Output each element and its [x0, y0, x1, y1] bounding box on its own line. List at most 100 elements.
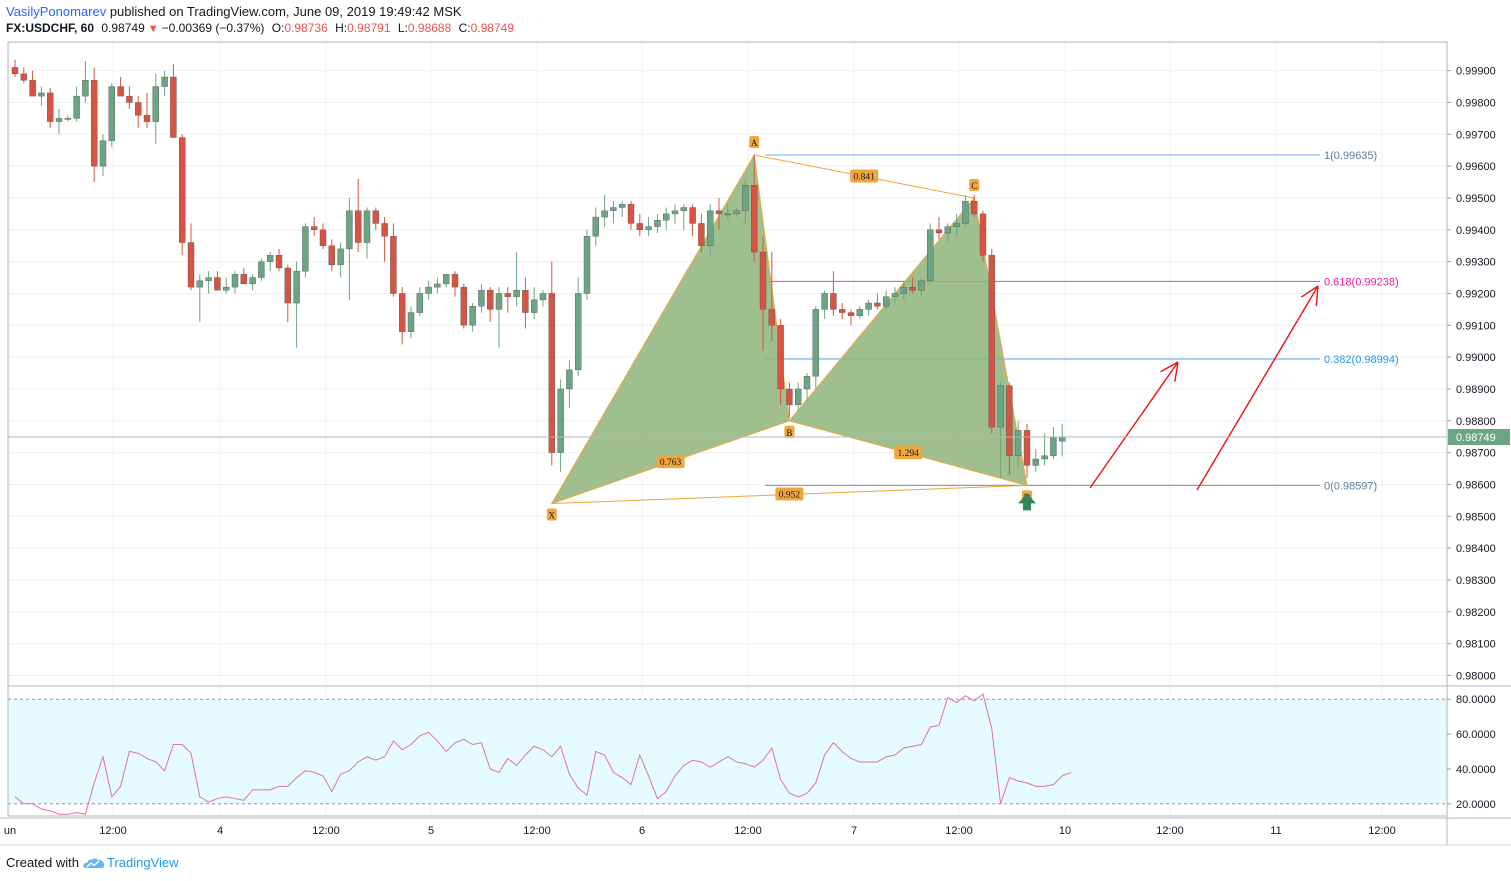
- buy-signal-arrow-icon: [1018, 493, 1036, 511]
- candle-body: [759, 251, 767, 310]
- candle-body: [663, 213, 670, 221]
- candle-body: [1032, 458, 1040, 466]
- y-tick-label: 0.99200: [1456, 288, 1496, 300]
- point-label-A: A: [751, 138, 758, 148]
- x-tick-label: un: [4, 825, 16, 837]
- candle-body: [29, 79, 36, 97]
- candle-body: [645, 226, 652, 231]
- down-triangle-icon: ▼: [147, 23, 159, 35]
- candle-body: [187, 242, 195, 288]
- candle-body: [38, 92, 45, 97]
- created-with-text: Created with: [6, 855, 79, 870]
- candle-body: [1015, 430, 1022, 457]
- candle-body: [82, 79, 89, 97]
- x-tick-label: 12:00: [1368, 825, 1396, 837]
- x-tick-label: 12:00: [734, 825, 762, 837]
- projection-arrow-short-head: [1160, 361, 1179, 373]
- candle-body: [865, 302, 872, 310]
- candle-body: [284, 267, 291, 304]
- candle-body: [416, 293, 423, 313]
- candle-body: [355, 210, 362, 243]
- candle-body: [205, 277, 212, 281]
- candle-body: [1050, 436, 1057, 457]
- candle-body: [715, 210, 723, 215]
- tradingview-link[interactable]: TradingView: [106, 855, 179, 870]
- candle-body: [1058, 436, 1066, 442]
- y-tick-label: 0.98400: [1456, 543, 1496, 555]
- candle-body: [126, 95, 133, 103]
- candle-body: [891, 293, 899, 297]
- candle-body: [152, 86, 160, 122]
- candle-body: [346, 210, 353, 250]
- candle-body: [522, 290, 529, 313]
- candle-body: [636, 223, 643, 231]
- publish-info: VasilyPonomarev published on TradingView…: [6, 4, 462, 19]
- candle-body: [337, 248, 344, 266]
- x-tick-label: 10: [1059, 825, 1071, 837]
- candle-body: [592, 216, 599, 237]
- candle-body: [20, 73, 27, 81]
- candle-body: [548, 293, 555, 453]
- candle-body: [275, 255, 283, 269]
- candle-body: [161, 76, 168, 87]
- published-text: published on TradingView.com, June 09, 2…: [109, 4, 462, 19]
- tradingview-cloud-icon: [83, 857, 105, 868]
- last-price-label: 0.98749: [1456, 432, 1496, 444]
- candle-body: [557, 388, 564, 453]
- price-change: −0.00369 (−0.37%): [161, 21, 265, 35]
- candle-body: [786, 388, 793, 406]
- candle-body: [900, 286, 907, 294]
- candle-body: [328, 245, 335, 266]
- candle-body: [451, 274, 459, 288]
- author-link[interactable]: VasilyPonomarev: [6, 4, 107, 19]
- open-value: 0.98736: [284, 21, 328, 35]
- candle-body: [64, 118, 72, 120]
- projection-arrow-long: [1196, 285, 1319, 491]
- symbol-label: FX:USDCHF, 60: [6, 21, 95, 35]
- rsi-tick-label: 40.0000: [1456, 764, 1496, 776]
- candle-body: [469, 306, 476, 326]
- x-tick-label: 6: [639, 825, 645, 837]
- candle-body: [742, 185, 749, 211]
- fib-level-label: 0.382(0.98994): [1324, 354, 1399, 366]
- candle-body: [751, 185, 758, 253]
- candle-body: [733, 210, 740, 215]
- x-tick-label: 12:00: [99, 825, 127, 837]
- candle-body: [231, 274, 239, 288]
- y-tick-label: 0.98500: [1456, 511, 1496, 523]
- candle-body: [390, 235, 397, 294]
- candle-body: [249, 277, 256, 285]
- y-tick-label: 0.98700: [1456, 448, 1496, 460]
- y-tick-label: 0.99400: [1456, 225, 1496, 237]
- candle-body: [953, 223, 960, 227]
- high-value: 0.98791: [347, 21, 391, 35]
- candle-body: [267, 255, 274, 262]
- ohlc-legend: FX:USDCHF, 60 0.98749 ▼ −0.00369 (−0.37%) …: [6, 21, 514, 35]
- candle-body: [1041, 455, 1048, 460]
- rsi-tick-label: 80.0000: [1456, 694, 1496, 706]
- candle-body: [504, 293, 511, 297]
- projection-arrows: [1089, 285, 1319, 491]
- candle-body: [117, 86, 124, 97]
- candle-body: [803, 376, 811, 390]
- y-tick-label: 0.99100: [1456, 320, 1496, 332]
- rsi-line: [14, 693, 1072, 815]
- candle-body: [407, 312, 415, 332]
- close-label: C:: [458, 21, 471, 35]
- candle-body: [935, 229, 943, 234]
- candle-body: [979, 213, 987, 256]
- rsi-tick-label: 20.0000: [1456, 799, 1496, 811]
- ratio-label-bg: [656, 455, 685, 469]
- candle-body: [531, 299, 538, 313]
- y-tick-label: 0.99700: [1456, 129, 1496, 141]
- candle-body: [47, 92, 54, 122]
- fibonacci-levels: 1(0.99635) 0.618(0.99238) 0.382(0.98994) 0(…: [765, 150, 1399, 492]
- candle-body: [222, 286, 230, 291]
- x-tick-label: 12:00: [523, 825, 551, 837]
- y-tick-label: 0.99500: [1456, 193, 1496, 205]
- point-label-bg: [749, 136, 760, 149]
- open-label: O:: [271, 21, 285, 35]
- candle-body: [1006, 385, 1013, 457]
